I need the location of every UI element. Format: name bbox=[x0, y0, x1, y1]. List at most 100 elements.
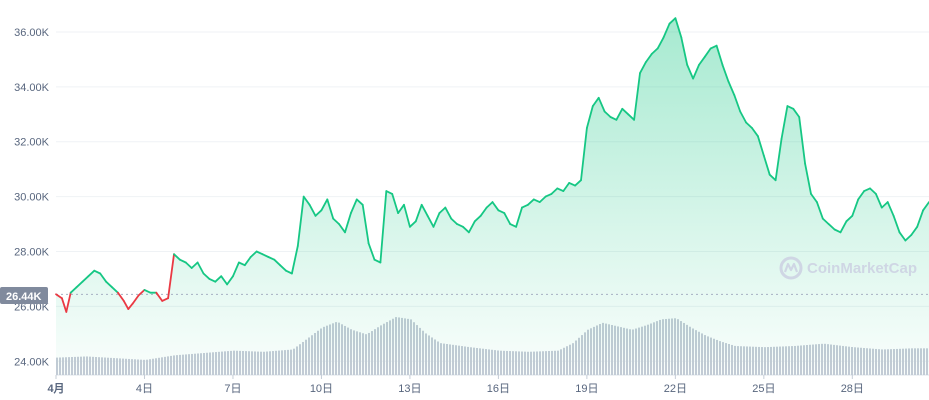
price-line-segment bbox=[591, 96, 600, 107]
price-line-segment bbox=[491, 201, 500, 212]
price-line-segment bbox=[521, 203, 529, 209]
price-line-segment bbox=[379, 190, 388, 264]
price-line-segment bbox=[320, 198, 329, 212]
price-line-segment bbox=[426, 214, 435, 228]
price-line-segment bbox=[226, 275, 234, 286]
price-line-segment bbox=[296, 195, 305, 247]
y-axis-ticks: 24.00K 26.00K 28.00K 30.00K 32.00K 34.00K 36.0… bbox=[14, 27, 50, 368]
price-line-segment bbox=[532, 198, 541, 204]
price-line-segment bbox=[456, 223, 464, 228]
price-line-segment bbox=[261, 253, 270, 258]
price-line-segment bbox=[338, 223, 346, 234]
price-line-segment bbox=[302, 195, 311, 206]
x-tick-label: 7日 bbox=[224, 383, 241, 395]
price-line-segment bbox=[161, 297, 170, 302]
price-line-segment bbox=[851, 198, 860, 217]
x-tick-label: 13日 bbox=[398, 383, 421, 395]
price-line-segment bbox=[367, 242, 376, 261]
price-line-segment bbox=[810, 192, 818, 204]
x-axis-ticks: 4月 4日 7日 10日 13日 16日 19日 22日 25日 28日 bbox=[47, 375, 864, 395]
price-line-segment bbox=[509, 223, 517, 228]
price-line-segment bbox=[538, 195, 547, 204]
y-tick-label: 28.00K bbox=[14, 247, 50, 259]
price-line-segment bbox=[704, 47, 712, 58]
price-line-segment bbox=[75, 280, 84, 289]
price-line-segment bbox=[875, 192, 883, 209]
price-line-segment bbox=[438, 206, 447, 215]
y-tick-label: 32.00K bbox=[14, 137, 50, 149]
price-line-segment bbox=[450, 217, 459, 226]
x-tick-label: 28日 bbox=[841, 383, 864, 395]
price-line-segment bbox=[833, 228, 842, 234]
price-line-segment bbox=[910, 225, 919, 236]
price-line-segment bbox=[99, 272, 107, 283]
price-line-segment bbox=[857, 190, 865, 201]
price-line-segment bbox=[355, 198, 364, 206]
price-line-segment bbox=[69, 286, 78, 294]
price-line-segment bbox=[757, 135, 765, 157]
price-line-segment bbox=[568, 181, 576, 187]
price-line-segment bbox=[397, 203, 405, 215]
x-tick-label: 4日 bbox=[136, 383, 153, 395]
price-line-segment bbox=[111, 286, 119, 294]
price-line-segment bbox=[674, 17, 683, 39]
price-line-segment bbox=[155, 291, 164, 302]
price-line bbox=[55, 17, 929, 313]
price-line-segment bbox=[603, 110, 612, 118]
price-line-segment bbox=[515, 206, 523, 228]
price-line-segment bbox=[845, 214, 854, 223]
price-line-segment bbox=[633, 72, 641, 121]
price-line-segment bbox=[863, 187, 871, 193]
price-line-segment bbox=[173, 253, 181, 261]
price-line-segment bbox=[680, 36, 689, 66]
price-line-segment bbox=[762, 154, 771, 176]
price-line-segment bbox=[444, 206, 453, 220]
price-line-segment bbox=[621, 107, 630, 116]
price-line-segment bbox=[314, 209, 323, 217]
y-tick-label: 34.00K bbox=[14, 82, 50, 94]
price-line-segment bbox=[916, 209, 924, 228]
price-line-segment bbox=[414, 203, 423, 223]
price-line-segment bbox=[190, 261, 199, 269]
price-line-segment bbox=[662, 22, 671, 39]
watermark-text: CoinMarketCap bbox=[807, 260, 917, 277]
price-line-segment bbox=[892, 214, 901, 234]
price-line-segment bbox=[167, 253, 175, 300]
price-line-segment bbox=[249, 250, 258, 258]
price-line-segment bbox=[385, 190, 394, 195]
price-line-segment bbox=[503, 212, 512, 226]
price-line-segment bbox=[273, 258, 282, 267]
price-line-segment bbox=[727, 80, 736, 96]
x-tick-label: 25日 bbox=[752, 383, 775, 395]
price-line-segment bbox=[279, 264, 287, 272]
price-line-segment bbox=[733, 94, 742, 113]
price-line-segment bbox=[774, 138, 783, 182]
price-line-segment bbox=[780, 105, 789, 140]
price-line-segment bbox=[308, 203, 317, 217]
x-tick-label: 22日 bbox=[664, 383, 687, 395]
y-tick-label: 30.00K bbox=[14, 192, 50, 204]
price-line-segment bbox=[686, 64, 694, 80]
price-line-segment bbox=[609, 116, 618, 121]
price-line-segment bbox=[527, 198, 535, 206]
price-line-segment bbox=[550, 187, 559, 195]
coinmarketcap-logo-icon bbox=[779, 256, 803, 280]
price-line-segment bbox=[391, 192, 400, 215]
price-line-segment bbox=[479, 206, 488, 217]
price-line-segment bbox=[804, 162, 812, 195]
price-area-fill bbox=[56, 18, 929, 375]
price-line-segment bbox=[898, 231, 907, 242]
price-line-segment bbox=[137, 288, 146, 297]
price-line-segment bbox=[544, 192, 553, 198]
price-line-segment bbox=[131, 294, 140, 305]
price-line-segment bbox=[81, 275, 90, 283]
price-line-segment bbox=[290, 245, 299, 275]
price-line-segment bbox=[55, 293, 63, 300]
price-line-segment bbox=[839, 220, 848, 234]
price-line-segment bbox=[420, 203, 429, 217]
price-line-segment bbox=[408, 220, 417, 228]
price-line-segment bbox=[373, 258, 382, 264]
price-line-segment bbox=[627, 113, 635, 121]
price-line-segment bbox=[650, 47, 659, 55]
price-line-segment bbox=[798, 116, 806, 165]
